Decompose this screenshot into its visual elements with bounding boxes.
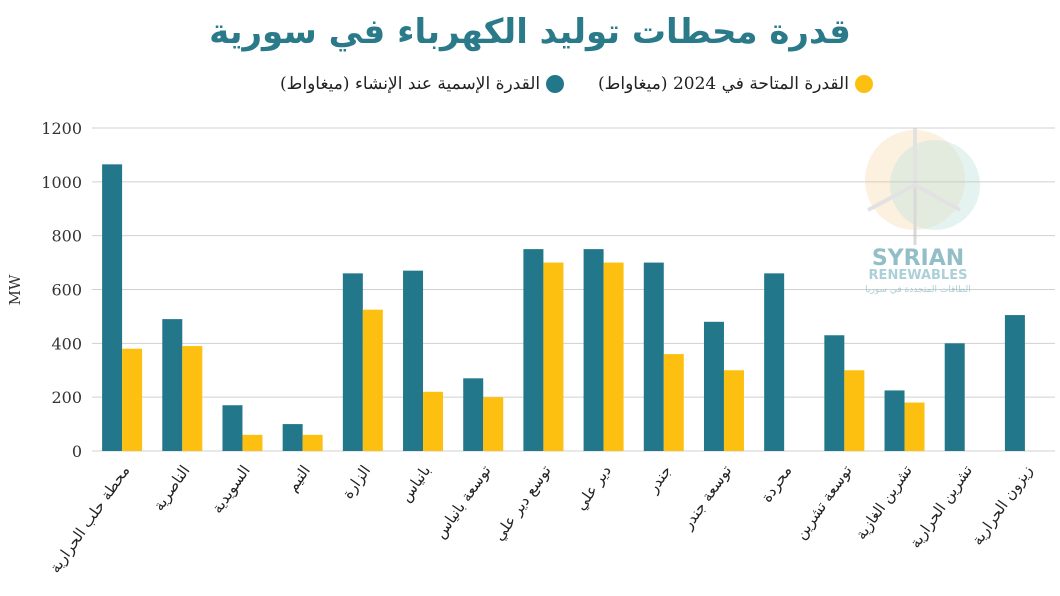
y-tick-label: 1000 [41, 173, 82, 192]
legend-item-nominal: القدرة الإسمية عند الإنشاء (ميغاواط) [280, 74, 565, 94]
bar-available [603, 262, 624, 451]
bar-available [362, 309, 383, 451]
y-axis-label: MW [6, 274, 24, 305]
bar-nominal [162, 319, 183, 451]
y-tick-label: 400 [51, 334, 82, 353]
x-tick-label: توسع دير علي [490, 462, 555, 544]
legend-label-available: القدرة المتاحة في 2024 (ميغاواط) [598, 74, 849, 94]
bar-nominal [944, 343, 965, 451]
bar-available [723, 370, 744, 451]
x-tick-label: السويدية [208, 462, 254, 517]
bar-available [543, 262, 564, 451]
bar-available [483, 397, 504, 451]
legend-swatch-available [854, 75, 873, 93]
y-tick-label: 200 [51, 388, 82, 407]
bar-available [663, 354, 684, 451]
bar-available [302, 434, 323, 451]
bar-nominal [342, 273, 363, 451]
x-tick-label: تشرين الغازية [852, 462, 916, 543]
y-tick-label: 600 [51, 281, 82, 300]
bar-nominal [583, 249, 604, 451]
x-tick-label: دير علي [571, 462, 615, 514]
y-tick-label: 0 [72, 442, 82, 461]
bar-nominal [102, 164, 123, 451]
bar-nominal [282, 424, 303, 451]
x-tick-label: توسعة تشرين [792, 462, 856, 543]
x-tick-label: محردة [757, 462, 795, 506]
bar-nominal [884, 390, 905, 451]
x-tick-label: التيم [283, 462, 314, 495]
legend-swatch-nominal [546, 75, 565, 93]
y-tick-label: 1200 [41, 119, 82, 138]
chart-title: قدرة محطات توليد الكهرباء في سورية [209, 12, 851, 52]
watermark-logo: SYRIAN RENEWABLES الطاقات المتجددة في سو… [865, 128, 980, 295]
x-tick-label: بانياس [396, 462, 434, 505]
legend-label-nominal: القدرة الإسمية عند الإنشاء (ميغاواط) [280, 74, 541, 94]
x-tick-label: تشرين الحرارية [906, 462, 976, 551]
bar-available [122, 348, 143, 451]
x-tick-label: الزارة [339, 462, 375, 502]
bar-available [904, 402, 925, 451]
y-tick-label: 800 [51, 227, 82, 246]
bar-nominal [703, 321, 724, 451]
x-tick-label: محطة حلب الحرارية [46, 462, 134, 576]
x-tick-label: توسعة جندر [678, 462, 735, 533]
bar-available [242, 434, 263, 451]
bar-nominal [1004, 315, 1025, 451]
x-tick-label: توسعة بانياس [431, 462, 494, 542]
bar-nominal [643, 262, 664, 451]
bar-nominal [403, 270, 424, 451]
legend-item-available: القدرة المتاحة في 2024 (ميغاواط) [598, 74, 873, 94]
x-tick-label: الناصرية [150, 462, 194, 514]
bar-nominal [764, 273, 785, 451]
watermark-line3: الطاقات المتجددة في سوريا [865, 285, 970, 295]
x-tick-label: زيزون الحرارية [968, 462, 1036, 549]
watermark-line2: RENEWABLES [869, 268, 968, 283]
x-tick-label: جندر [643, 462, 675, 497]
watermark-line1: SYRIAN [872, 246, 964, 271]
bar-available [182, 346, 203, 451]
bar-nominal [824, 335, 845, 451]
bar-available [844, 370, 865, 451]
bar-nominal [463, 378, 484, 451]
bar-nominal [523, 249, 544, 451]
bar-available [423, 391, 444, 451]
bar-nominal [222, 405, 243, 451]
